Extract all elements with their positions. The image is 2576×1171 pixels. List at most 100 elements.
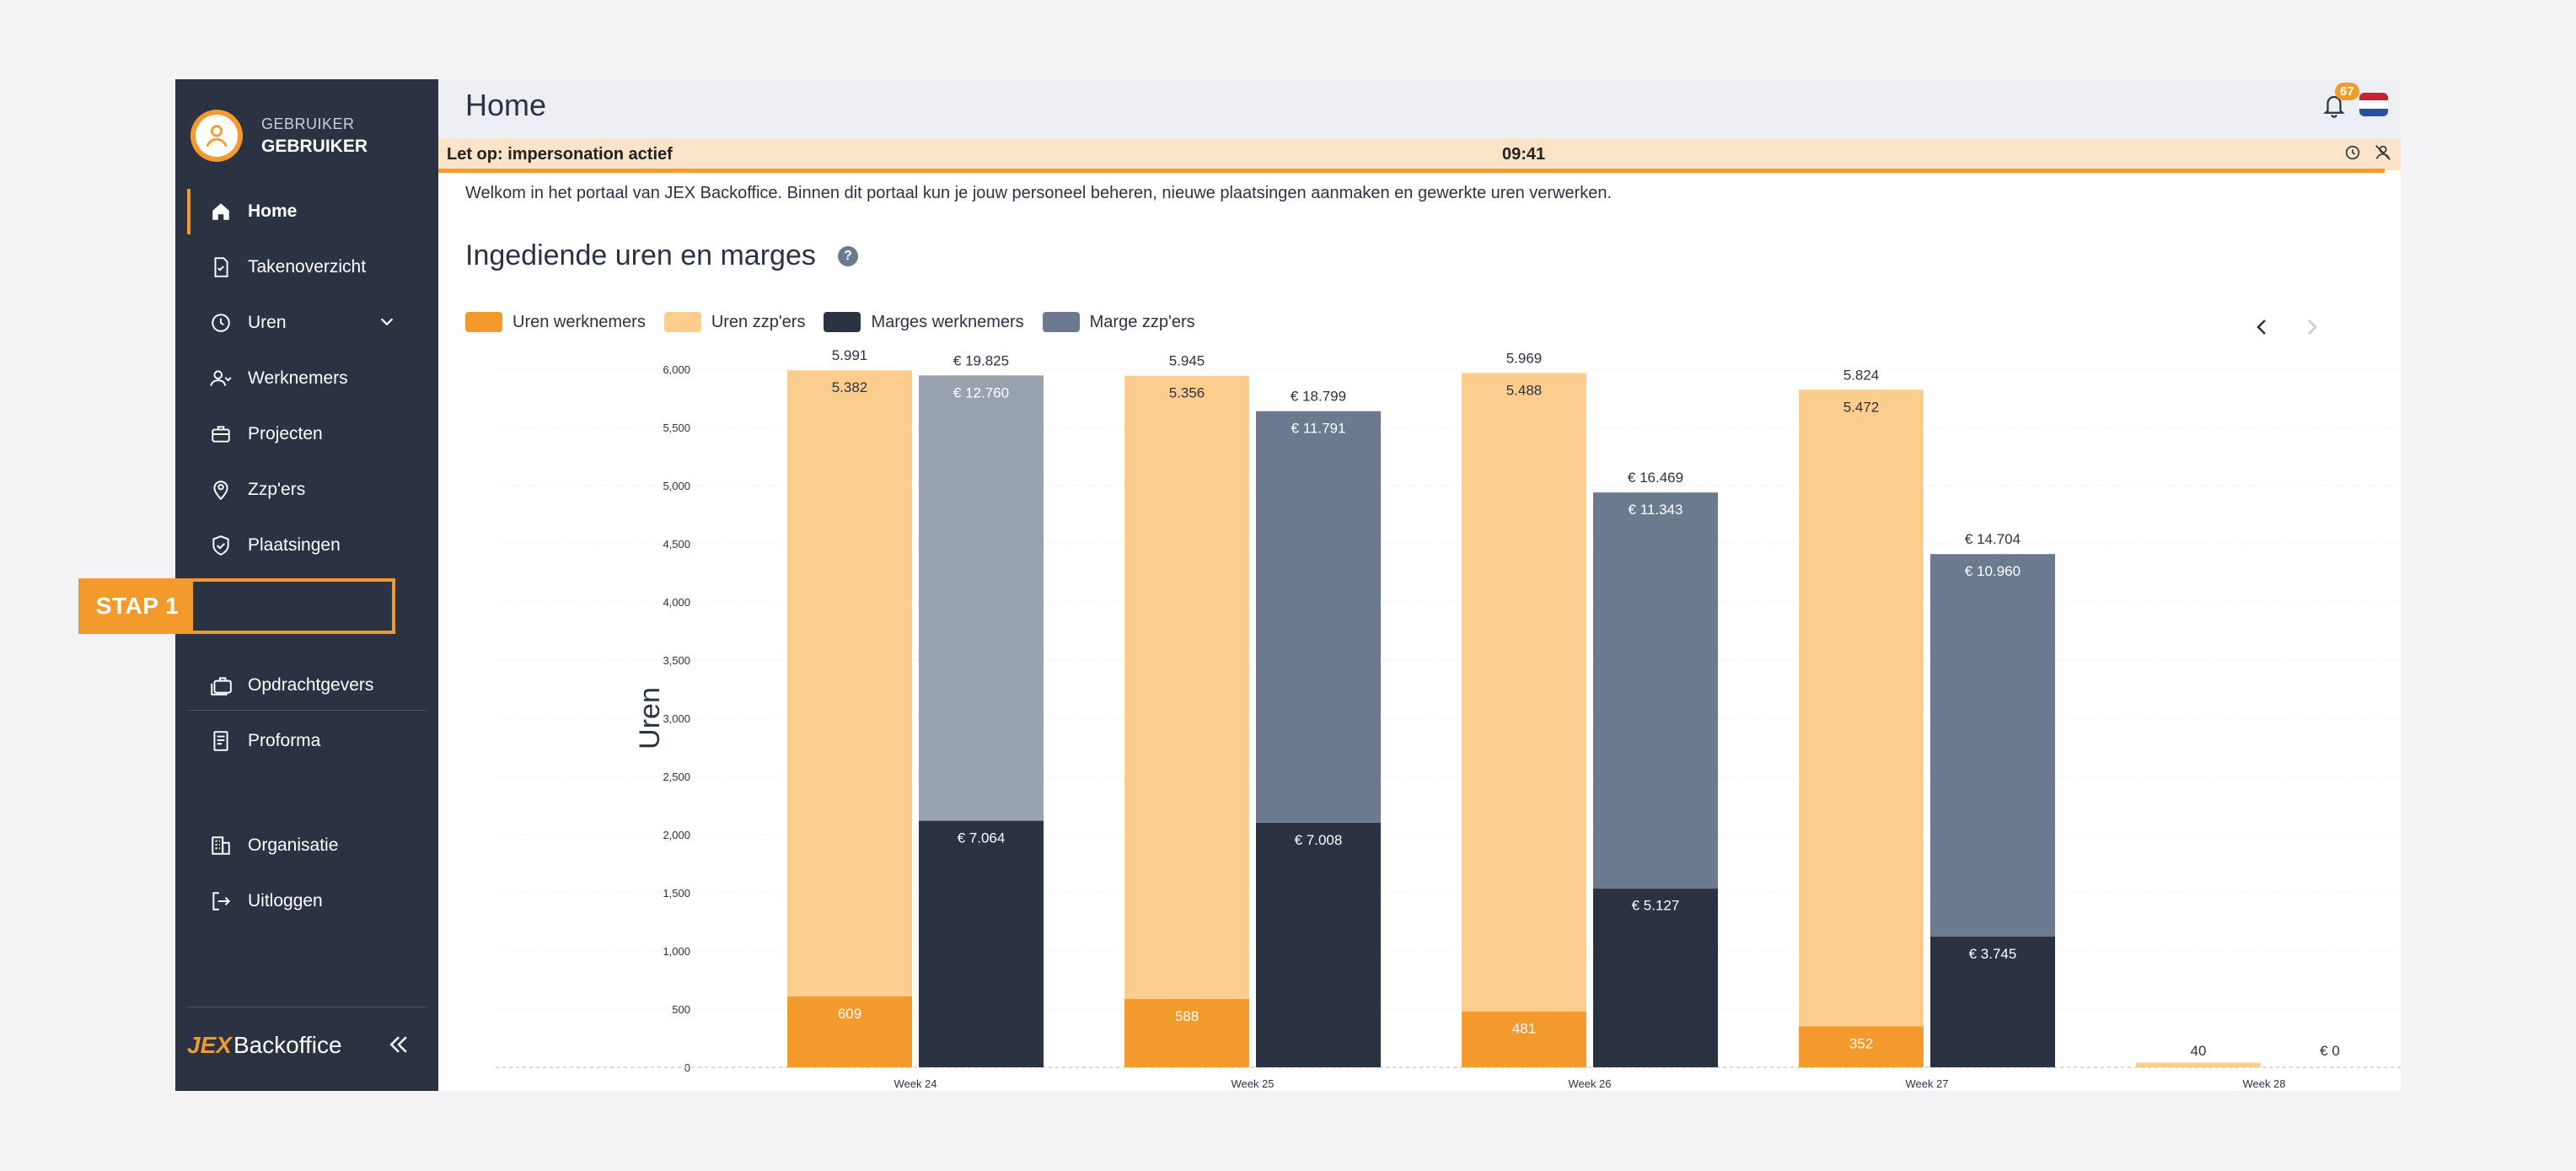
briefcase-icon (212, 426, 230, 443)
sidebar-item-uren[interactable]: Uren (187, 300, 427, 346)
bar-uren-zzpers (2136, 1063, 2261, 1067)
y-left-tick: 5,500 (663, 422, 690, 434)
legend-uren-zzpers[interactable]: Uren zzp'ers (663, 312, 805, 332)
sidebar-item-label: Werknemers (248, 368, 348, 388)
sidebar-item-label: Takenoverzicht (248, 257, 367, 277)
y-left-tick: 2,000 (663, 829, 690, 841)
bar-marge-zzpers (1930, 554, 2055, 937)
y-left-tick: 6,000 (663, 363, 690, 376)
section-title-text: Ingediende uren en marges (465, 239, 816, 271)
avatar (191, 110, 243, 162)
help-icon[interactable]: ? (837, 245, 858, 266)
impersonation-timer: 09:41 (1502, 145, 1546, 164)
sidebar-item-label: Home (248, 201, 298, 221)
user-profile[interactable]: GEBRUIKER GEBRUIKER (191, 110, 368, 162)
bar-uren-zzpers (1462, 373, 1586, 1012)
y-left-tick: 4,000 (663, 596, 690, 609)
sidebar-item-label: Uren (248, 313, 287, 332)
language-flag-nl[interactable] (2359, 93, 2388, 116)
app-window: GEBRUIKER GEBRUIKER Home Takenoverzicht … (175, 79, 2401, 1091)
sidebar-item-takenoverzicht[interactable]: Takenoverzicht (187, 244, 427, 290)
label-uren-zzpers: 5.382 (832, 379, 868, 395)
label-uren-werknemers: 481 (1512, 1021, 1536, 1037)
sidebar-item-proforma[interactable]: Proforma (187, 718, 427, 764)
chevron-down-icon[interactable] (378, 312, 396, 330)
chart-next-icon[interactable] (2301, 317, 2321, 337)
bar-marges-werknemers (1593, 888, 1718, 1067)
label-uren-zzpers: 5.356 (1169, 385, 1205, 401)
step-label: STAP 1 (82, 582, 193, 631)
bar-uren-zzpers (787, 370, 912, 996)
user-icon (206, 125, 228, 148)
label-uren-werknemers: 588 (1175, 1008, 1199, 1024)
sidebar-item-opdrachtgevers[interactable]: Opdrachtgevers (187, 663, 427, 708)
sidebar-item-home[interactable]: Home (187, 189, 427, 234)
bar-marges-werknemers (1930, 936, 2055, 1067)
uren-marges-chart: 05001,0001,5002,0002,5003,0003,5004,0004… (496, 347, 2401, 1090)
label-uren-total: 5.945 (1169, 353, 1205, 369)
impersonation-banner: Let op: impersonation actief 09:41 (438, 138, 2401, 170)
sidebar-item-projecten[interactable]: Projecten (187, 411, 427, 457)
label-uren-total: 5.969 (1506, 350, 1543, 366)
label-marges-werknemers: € 5.127 (1632, 898, 1680, 914)
sidebar-item-uitloggen[interactable]: Uitloggen (187, 878, 427, 924)
x-tick-label: Week 25 (1231, 1077, 1274, 1090)
label-marge-total: € 14.704 (1965, 531, 2021, 547)
y-left-tick: 3,000 (663, 712, 690, 725)
y-left-axis-title: Uren (634, 687, 666, 749)
clock-icon (212, 314, 230, 332)
legend-uren-werknemers[interactable]: Uren werknemers (465, 312, 646, 332)
label-uren-total: 5.991 (832, 347, 868, 363)
sidebar-item-label: Zzp'ers (248, 480, 306, 499)
bar-uren-werknemers (1124, 998, 1249, 1067)
bar-marges-werknemers (919, 820, 1044, 1067)
collapse-sidebar-icon[interactable] (386, 1032, 411, 1057)
step-callout: STAP 1 (78, 578, 395, 634)
x-tick-label: Week 27 (1905, 1077, 1948, 1090)
legend-marge-zzpers[interactable]: Marge zzp'ers (1042, 312, 1195, 332)
legend-marges-werknemers[interactable]: Marges werknemers (824, 312, 1024, 332)
sidebar-item-werknemers[interactable]: Werknemers (187, 356, 427, 401)
y-left-tick: 1,500 (663, 887, 690, 900)
top-header: Home 67 (438, 79, 2401, 138)
x-tick-label: Week 26 (1568, 1077, 1611, 1090)
history-icon[interactable] (2343, 143, 2362, 162)
label-uren-zzpers: 5.488 (1506, 382, 1543, 398)
section-title: Ingediende uren en marges ? (465, 239, 858, 272)
sidebar-item-zzpers[interactable]: Zzp'ers (187, 467, 427, 513)
profile-role: GEBRUIKER (261, 115, 355, 132)
sidebar-item-label: Organisatie (248, 835, 339, 855)
y-left-tick: 3,500 (663, 654, 690, 667)
y-left-tick: 5,000 (663, 480, 690, 492)
task-icon (214, 257, 228, 277)
label-uren-zzpers: 5.472 (1843, 399, 1880, 415)
logout-icon (212, 892, 231, 910)
bar-marge-zzpers (919, 375, 1044, 821)
bar-marge-zzpers (1256, 411, 1381, 823)
label-marge-zzpers: € 11.791 (1291, 421, 1346, 437)
brand-logo: JEX Backoffice (187, 1032, 342, 1059)
label-marge-zzpers: € 11.343 (1629, 502, 1683, 518)
impersonation-progress (438, 169, 2385, 173)
building-icon (212, 836, 230, 855)
bar-uren-werknemers (1462, 1011, 1586, 1067)
label-uren-werknemers: 609 (838, 1006, 861, 1022)
users-icon (210, 370, 232, 386)
x-tick-label: Week 28 (2242, 1077, 2285, 1090)
chart-prev-icon[interactable] (2252, 317, 2273, 337)
impersonation-text: Let op: impersonation actief (447, 145, 673, 164)
sidebar-item-plaatsingen[interactable]: Plaatsingen (187, 523, 427, 568)
bar-marges-werknemers (1256, 822, 1381, 1067)
chart-legend: Uren werknemers Uren zzp'ers Marges werk… (465, 312, 1214, 332)
notification-badge: 67 (2335, 83, 2359, 100)
y-left-tick: 2,500 (663, 771, 690, 783)
label-marge-total: € 18.799 (1291, 389, 1346, 405)
label-uren-total: 40 (2191, 1043, 2207, 1059)
shield-check-icon (212, 535, 229, 556)
bar-uren-werknemers (1799, 1026, 1924, 1067)
stop-impersonation-icon[interactable] (2374, 143, 2392, 162)
label-marge-total: € 16.469 (1628, 470, 1683, 486)
sidebar-item-organisatie[interactable]: Organisatie (187, 823, 427, 868)
briefcases-icon (211, 677, 232, 696)
y-left-tick: 4,500 (663, 538, 690, 551)
